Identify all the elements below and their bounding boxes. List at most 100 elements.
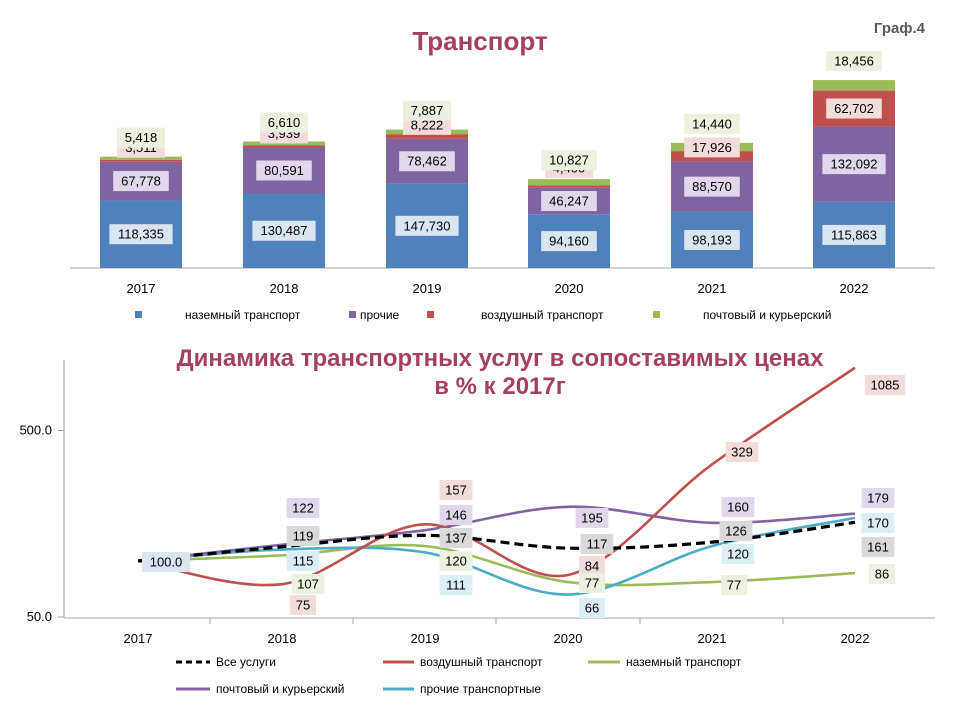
line-label-4-2018: 115 bbox=[293, 554, 314, 569]
bar-legend-label-1: прочие bbox=[360, 308, 400, 322]
line-x-tick-2017: 2017 bbox=[124, 631, 153, 646]
bar-label-2018-0: 130,487 bbox=[261, 223, 308, 238]
line-label-1-2019: 157 bbox=[445, 483, 467, 498]
bar-label-2020-0-box bbox=[541, 231, 597, 252]
bar-legend-swatch-3 bbox=[653, 311, 660, 318]
line-label-2-2018: 107 bbox=[297, 577, 319, 592]
bar-2020-series-2 bbox=[528, 185, 610, 188]
bar-label-2017-3-box bbox=[117, 127, 165, 148]
bar-label-2020-1: 46,247 bbox=[549, 194, 589, 209]
line-label-0-2019: 137 bbox=[445, 531, 467, 546]
bar-label-2018-1-box bbox=[256, 160, 312, 181]
bar-label-2017-0-box bbox=[109, 224, 173, 245]
bar-x-tick-2018: 2018 bbox=[270, 281, 299, 296]
bar-label-2021-3: 14,440 bbox=[692, 116, 732, 131]
bar-label-2017-3: 5,418 bbox=[125, 130, 158, 145]
line-label-3-2021: 160 bbox=[727, 500, 749, 515]
bar-label-2019-0: 147,730 bbox=[404, 218, 451, 233]
bar-2017-series-2 bbox=[100, 159, 182, 162]
line-start-label: 100.0 bbox=[150, 555, 183, 570]
bar-legend-swatch-2 bbox=[427, 311, 434, 318]
line-legend-label-0: Все услуги bbox=[216, 655, 276, 669]
line-label-1-2020-box bbox=[579, 556, 605, 576]
line-label-2-2018-box bbox=[291, 574, 325, 594]
line-label-1-2020: 84 bbox=[585, 559, 599, 574]
line-label-0-2021-box bbox=[719, 521, 753, 541]
line-label-3-2020-box bbox=[575, 508, 609, 528]
line-x-tick-2019: 2019 bbox=[411, 631, 440, 646]
line-label-4-2019: 111 bbox=[446, 578, 466, 593]
bar-legend-swatch-0 bbox=[135, 311, 142, 318]
line-label-1-2022-box bbox=[864, 375, 906, 395]
line-label-1-2022: 1085 bbox=[871, 378, 900, 393]
line-label-3-2020: 195 bbox=[581, 511, 603, 526]
bar-chart-title: Транспорт bbox=[412, 26, 548, 56]
line-label-4-2021-box bbox=[721, 544, 755, 564]
bar-label-2020-1-box bbox=[541, 191, 597, 212]
bar-label-2021-0: 98,193 bbox=[692, 232, 732, 247]
figure-number-label: Граф.4 bbox=[874, 20, 926, 37]
line-label-4-2018-box bbox=[286, 551, 320, 571]
bar-data-labels: 118,33567,7783,5115,418130,48780,5913,93… bbox=[109, 51, 886, 252]
line-label-4-2020-box bbox=[579, 598, 605, 618]
line-label-1-2021-box bbox=[725, 442, 759, 462]
bar-legend-label-2: воздушный транспорт bbox=[481, 308, 604, 322]
bar-x-tick-2021: 2021 bbox=[698, 281, 727, 296]
line-label-3-2018: 122 bbox=[292, 501, 314, 516]
line-label-1-2018: 75 bbox=[296, 598, 310, 613]
bar-2022-series-3 bbox=[813, 80, 895, 91]
bar-legend-swatch-1 bbox=[349, 311, 356, 318]
line-legend-label-1: воздушный транспорт bbox=[420, 655, 543, 669]
bar-label-2022-3: 18,456 bbox=[834, 54, 874, 69]
line-label-0-2020-box bbox=[580, 534, 614, 554]
bar-label-2020-0: 94,160 bbox=[549, 234, 589, 249]
bar-chart-legend: наземный транспорт прочие воздушный трансп… bbox=[135, 308, 831, 322]
bar-label-2019-3-box bbox=[403, 100, 451, 121]
bar-x-tick-2017: 2017 bbox=[127, 281, 156, 296]
line-label-4-2021: 120 bbox=[727, 547, 749, 562]
line-x-tick-2022: 2022 bbox=[841, 631, 870, 646]
bar-x-tick-labels: 2017 2018 2019 2020 2021 2022 bbox=[127, 281, 869, 296]
bar-label-2017-1-box bbox=[113, 171, 169, 192]
line-label-2-2022-box bbox=[869, 564, 895, 584]
line-label-0-2018-box bbox=[286, 526, 320, 546]
line-label-2-2019-box bbox=[439, 551, 473, 571]
line-label-3-2019: 146 bbox=[445, 508, 467, 523]
line-label-3-2019-box bbox=[439, 505, 473, 525]
bar-label-2019-1-box bbox=[399, 151, 455, 172]
line-label-0-2021: 126 bbox=[725, 524, 747, 539]
line-chart-title-line1: Динамика транспортных услуг в сопоставим… bbox=[177, 345, 825, 372]
line-label-1-2021: 329 bbox=[731, 445, 753, 460]
bar-2018-series-2 bbox=[243, 145, 325, 148]
bar-label-2018-1: 80,591 bbox=[264, 163, 304, 178]
bar-label-2022-2-box bbox=[826, 98, 882, 119]
line-label-3-2022-box bbox=[861, 488, 895, 508]
bar-label-2019-0-box bbox=[395, 215, 459, 236]
line-y-tick-label-0: 50.0 bbox=[27, 609, 52, 624]
bar-label-2020-3: 10,827 bbox=[549, 153, 589, 168]
line-label-0-2020: 117 bbox=[587, 537, 608, 552]
line-x-tick-2021: 2021 bbox=[698, 631, 727, 646]
bar-label-2018-3-box bbox=[260, 112, 308, 133]
line-legend-label-3: почтовый и курьерский bbox=[216, 682, 344, 696]
bar-label-2021-2: 17,926 bbox=[692, 140, 732, 155]
bar-2020-series-3 bbox=[528, 179, 610, 186]
bar-2017-series-3 bbox=[100, 156, 182, 160]
stacked-bar-chart: Транспорт 118,33567,7783,5115,418130,487… bbox=[70, 26, 935, 322]
line-x-tick-labels: 2017 2018 2019 2020 2021 2022 bbox=[124, 618, 870, 646]
line-label-1-2018-box bbox=[290, 595, 316, 615]
bar-legend-label-0: наземный транспорт bbox=[185, 308, 301, 322]
line-legend-label-4: прочие транспортные bbox=[420, 682, 541, 696]
line-label-4-2022: 170 bbox=[867, 516, 889, 531]
line-legend-label-2: наземный транспорт bbox=[626, 655, 742, 669]
bar-label-2020-3-box bbox=[541, 150, 597, 171]
line-label-0-2022: 161 bbox=[867, 540, 889, 555]
bar-label-2021-1-box bbox=[684, 176, 740, 197]
line-label-3-2018-box bbox=[286, 498, 320, 518]
line-label-4-2020: 66 bbox=[585, 601, 599, 616]
line-label-4-2019-box bbox=[439, 575, 473, 595]
bar-label-2018-3: 6,610 bbox=[268, 115, 301, 130]
line-y-ticks: 50.0 500.0 bbox=[19, 423, 64, 624]
line-label-0-2019-box bbox=[439, 528, 473, 548]
